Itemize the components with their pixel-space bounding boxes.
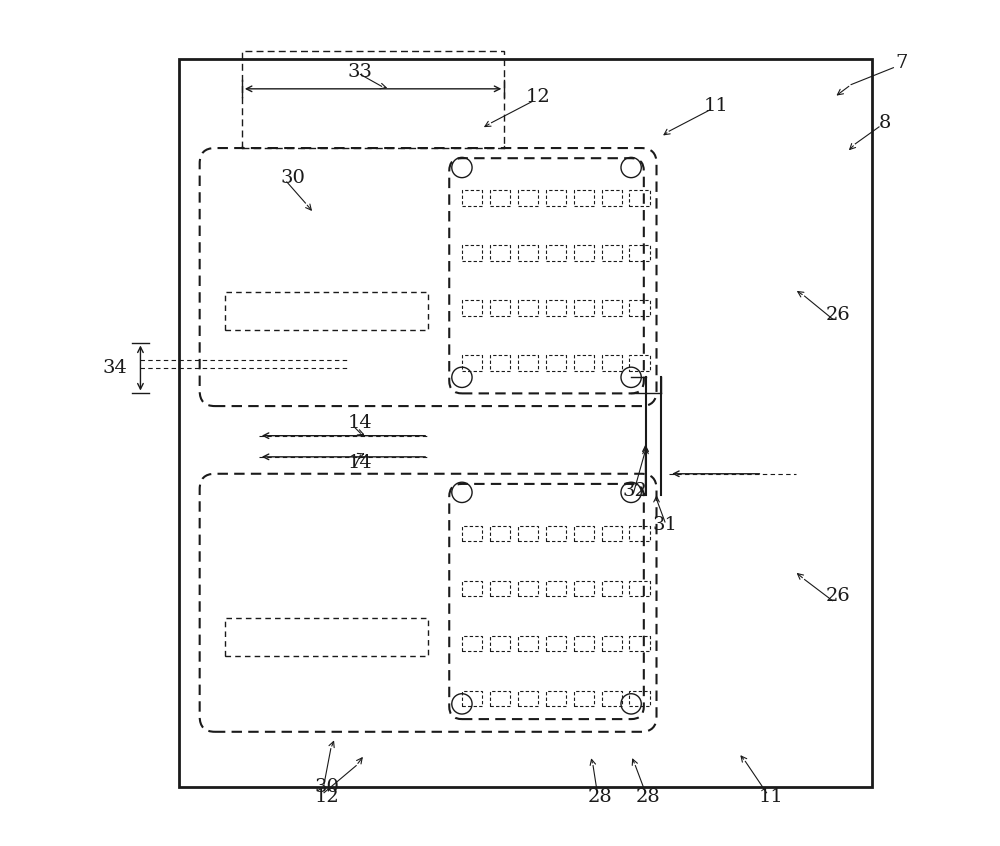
Text: 12: 12 [314,788,339,806]
Bar [225,292,428,330]
Bar [518,245,538,261]
Bar [629,355,650,371]
Bar [629,581,650,596]
Bar [490,190,510,206]
Bar [629,691,650,706]
Bar [490,526,510,541]
Bar [462,190,482,206]
Bar [546,581,566,596]
Bar [602,300,622,316]
Bar [518,691,538,706]
Text: 30: 30 [280,168,305,187]
Bar [462,355,482,371]
Bar [629,526,650,541]
Bar [602,190,622,206]
Text: 34: 34 [103,359,128,377]
Bar [574,636,594,651]
Bar [629,245,650,261]
Bar [574,355,594,371]
Text: 26: 26 [826,305,851,324]
Text: 14: 14 [348,453,373,472]
Bar [602,526,622,541]
Bar [490,355,510,371]
Bar [462,581,482,596]
Bar [602,636,622,651]
Bar [629,300,650,316]
Text: 31: 31 [653,515,677,534]
Bar [629,636,650,651]
Bar [518,636,538,651]
Text: 12: 12 [526,88,550,107]
Bar [546,355,566,371]
Bar [546,300,566,316]
Text: 14: 14 [348,414,373,432]
Bar [546,190,566,206]
Text: 7: 7 [896,54,908,73]
Bar [490,245,510,261]
Bar [546,636,566,651]
Bar [490,300,510,316]
Bar [490,636,510,651]
Bar [574,300,594,316]
Bar [602,355,622,371]
Bar [629,190,650,206]
Text: 32: 32 [623,481,648,500]
Bar [490,581,510,596]
Bar [225,618,428,656]
Bar [462,691,482,706]
Bar [546,691,566,706]
Bar [574,245,594,261]
Text: 33: 33 [348,63,373,81]
Text: 11: 11 [758,788,783,806]
Bar [462,526,482,541]
Bar [518,300,538,316]
Text: 8: 8 [879,113,891,132]
Bar [574,691,594,706]
Bar [546,245,566,261]
Bar [462,300,482,316]
Bar [518,190,538,206]
Bar [462,245,482,261]
Text: 11: 11 [703,96,728,115]
Bar [462,636,482,651]
Bar [602,581,622,596]
Bar [490,691,510,706]
Bar [602,691,622,706]
Bar [518,526,538,541]
Bar [546,526,566,541]
Bar [602,245,622,261]
Bar [179,59,872,787]
Text: 28: 28 [636,788,660,806]
Text: 26: 26 [826,587,851,606]
Text: 28: 28 [587,788,612,806]
Bar [574,190,594,206]
Bar [242,51,504,148]
Bar [574,581,594,596]
Bar [518,355,538,371]
Bar [574,526,594,541]
Bar [518,581,538,596]
Text: 30: 30 [314,777,339,796]
